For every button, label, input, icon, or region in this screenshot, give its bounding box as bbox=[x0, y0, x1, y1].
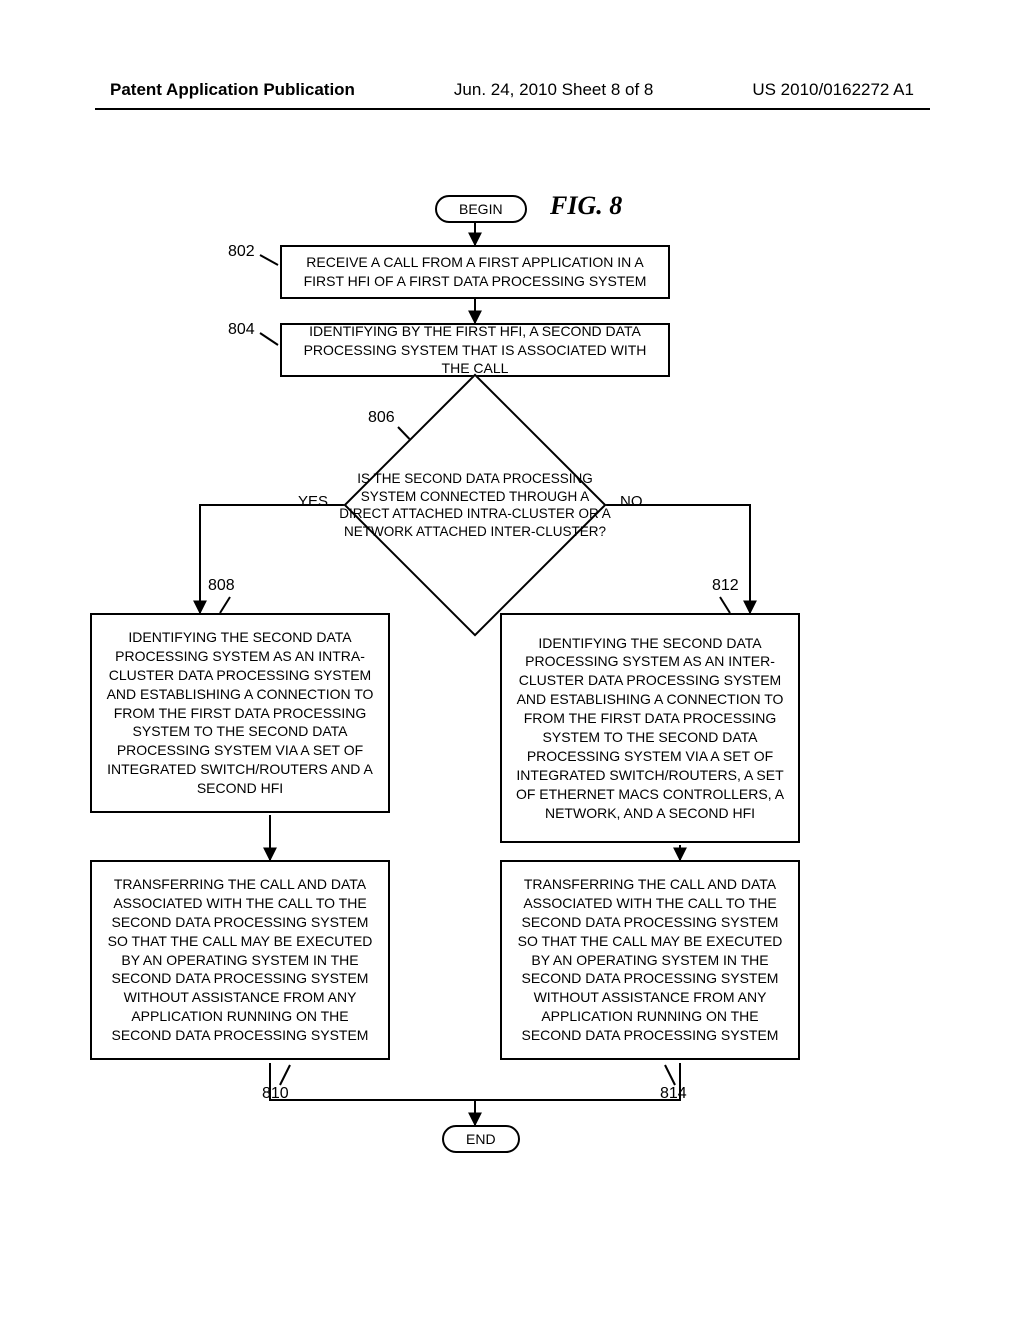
begin-terminator: BEGIN bbox=[435, 195, 527, 223]
step-812: IDENTIFYING THE SECOND DATA PROCESSING S… bbox=[500, 613, 800, 843]
edge-yes: YES bbox=[298, 493, 328, 510]
ref-812: 812 bbox=[712, 577, 739, 595]
ref-806: 806 bbox=[368, 409, 395, 427]
ref-814: 814 bbox=[660, 1085, 687, 1103]
step-802: RECEIVE A CALL FROM A FIRST APPLICATION … bbox=[280, 245, 670, 299]
header-left-text: Patent Application Publication bbox=[110, 80, 355, 100]
figure-label: FIG. 8 bbox=[550, 191, 622, 221]
edge-no: NO bbox=[620, 493, 643, 510]
header-right-text: US 2010/0162272 A1 bbox=[752, 80, 914, 100]
step-804: IDENTIFYING BY THE FIRST HFI, A SECOND D… bbox=[280, 323, 670, 377]
decision-806: IS THE SECOND DATA PROCESSING SYSTEM CON… bbox=[382, 412, 568, 598]
end-terminator: END bbox=[442, 1125, 520, 1153]
step-810: TRANSFERRING THE CALL AND DATA ASSOCIATE… bbox=[90, 860, 390, 1060]
ref-808: 808 bbox=[208, 577, 235, 595]
ref-802: 802 bbox=[228, 243, 255, 261]
page-header: Patent Application Publication Jun. 24, … bbox=[0, 80, 1024, 100]
ref-804: 804 bbox=[228, 321, 255, 339]
header-center-text: Jun. 24, 2010 Sheet 8 of 8 bbox=[454, 80, 653, 100]
step-814: TRANSFERRING THE CALL AND DATA ASSOCIATE… bbox=[500, 860, 800, 1060]
step-808: IDENTIFYING THE SECOND DATA PROCESSING S… bbox=[90, 613, 390, 813]
decision-text: IS THE SECOND DATA PROCESSING SYSTEM CON… bbox=[336, 470, 615, 540]
header-rule bbox=[95, 108, 930, 110]
page-container: Patent Application Publication Jun. 24, … bbox=[0, 0, 1024, 1320]
ref-810: 810 bbox=[262, 1085, 289, 1103]
